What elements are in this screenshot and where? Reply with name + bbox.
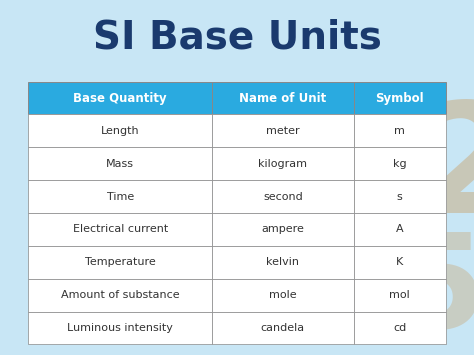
- Text: Name of Unit: Name of Unit: [239, 92, 327, 105]
- Text: Symbol: Symbol: [375, 92, 424, 105]
- Bar: [354, 180, 446, 213]
- Text: Base Quantity: Base Quantity: [73, 92, 167, 105]
- Bar: [28, 82, 212, 114]
- Text: Temperature: Temperature: [85, 257, 155, 267]
- Text: A: A: [396, 224, 403, 234]
- Bar: [354, 147, 446, 180]
- Text: K: K: [396, 257, 403, 267]
- Bar: [212, 246, 354, 279]
- Bar: [28, 279, 212, 312]
- Text: meter: meter: [266, 126, 300, 136]
- Text: mol: mol: [389, 290, 410, 300]
- Text: Luminous intensity: Luminous intensity: [67, 323, 173, 333]
- Bar: [28, 246, 212, 279]
- Text: cd: cd: [393, 323, 406, 333]
- Text: SI Base Units: SI Base Units: [92, 18, 382, 56]
- Bar: [212, 213, 354, 246]
- Text: 5: 5: [395, 228, 474, 355]
- Bar: [28, 180, 212, 213]
- Text: 12: 12: [311, 96, 474, 245]
- Text: ampere: ampere: [262, 224, 304, 234]
- Text: Electrical current: Electrical current: [73, 224, 168, 234]
- Text: mole: mole: [269, 290, 297, 300]
- Bar: [28, 213, 212, 246]
- Bar: [354, 279, 446, 312]
- Text: s: s: [397, 192, 402, 202]
- Bar: [28, 114, 212, 147]
- Bar: [354, 213, 446, 246]
- Bar: [28, 147, 212, 180]
- Bar: [212, 114, 354, 147]
- Bar: [212, 279, 354, 312]
- Text: Length: Length: [101, 126, 139, 136]
- Text: Time: Time: [107, 192, 134, 202]
- Text: kilogram: kilogram: [258, 159, 307, 169]
- Text: kg: kg: [393, 159, 407, 169]
- Bar: [28, 312, 212, 344]
- Text: Amount of substance: Amount of substance: [61, 290, 180, 300]
- Text: kelvin: kelvin: [266, 257, 300, 267]
- Bar: [354, 114, 446, 147]
- Bar: [212, 82, 354, 114]
- Text: m: m: [394, 126, 405, 136]
- Bar: [212, 180, 354, 213]
- Bar: [354, 312, 446, 344]
- Bar: [354, 82, 446, 114]
- Text: candela: candela: [261, 323, 305, 333]
- Text: Mass: Mass: [106, 159, 134, 169]
- Bar: [212, 312, 354, 344]
- Bar: [212, 147, 354, 180]
- Text: second: second: [263, 192, 303, 202]
- Bar: [354, 246, 446, 279]
